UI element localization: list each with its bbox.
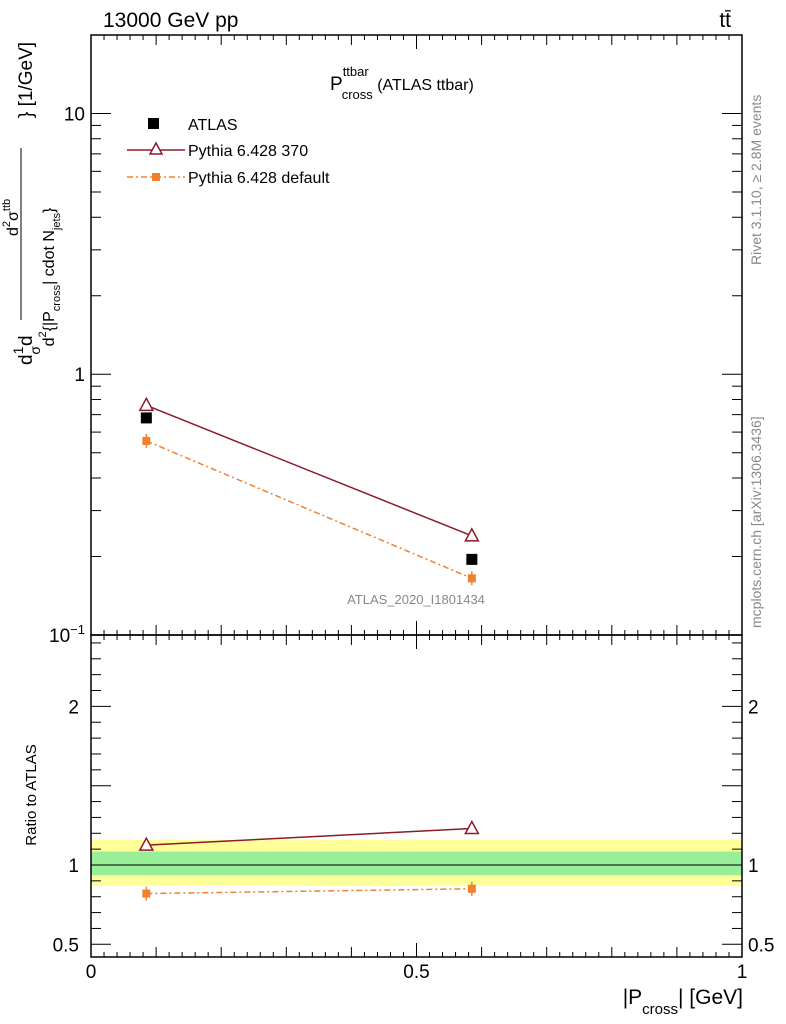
main-series-atlas-point-0 — [140, 412, 152, 424]
ratio-series-pythia-6-428-default-point-0 — [142, 889, 151, 898]
xlabel-main: |P — [623, 986, 642, 1009]
ylabel-d: d — [16, 354, 37, 365]
main-y-tick-label: 10 — [64, 104, 85, 125]
main-series-pythia-6-428-370-line — [146, 404, 473, 537]
ylabel-den-sup: 2 — [37, 331, 49, 337]
process-label: tt̄ — [719, 9, 731, 32]
ylabel-unit: } [1/GeV] — [16, 42, 37, 118]
ratio-y-tick-label-right: 2 — [748, 697, 759, 718]
ratio-series-pythia-6-428-default-line — [146, 888, 472, 895]
title-main: P — [330, 74, 343, 95]
ratio-axis-ticks: 0.5 0.51 12 20 0.5 1 — [53, 635, 774, 983]
main-series-pythia-6-428-default-line — [146, 440, 473, 579]
ratio-uncertainty-bands — [91, 839, 742, 886]
ratio-band-1 — [91, 851, 742, 876]
legend-marker-atlas — [148, 118, 159, 129]
main-y-axis-label: d1σd d2{|Pcross| cdot Njets} — [10, 207, 63, 365]
tick-exponent: −1 — [70, 622, 85, 637]
rivet-version-label: Rivet 3.1.10, ≥ 2.8M events — [748, 95, 764, 265]
legend-marker-pythia-default — [152, 173, 160, 181]
main-series-pythia-6-428-370-point-1 — [464, 527, 480, 542]
ylabel-numerator: d2σttb — [1, 199, 22, 236]
xlabel-unit: | [GeV] — [678, 986, 743, 1009]
xlabel-sub: cross — [642, 1001, 678, 1018]
ratio-data-series — [138, 819, 480, 901]
main-series-pythia-6-428-default-point-0 — [142, 436, 151, 445]
ratio-series-pythia-6-428-370-point-1 — [464, 819, 480, 835]
legend-marker-pythia-370 — [148, 141, 164, 155]
collision-energy-label: 13000 GeV pp — [103, 9, 238, 32]
legend-label-pythia-370: Pythia 6.428 370 — [188, 143, 308, 160]
ylabel-frac1-num: 1 — [10, 346, 26, 354]
legend-label-atlas: ATLAS — [188, 117, 238, 134]
ylabel-num-d: d — [5, 227, 22, 236]
main-y-tick-label: 1 — [74, 365, 85, 386]
legend-label-pythia-default: Pythia 6.428 default — [188, 170, 330, 187]
ratio-y-tick-label: 2 — [68, 697, 79, 718]
ylabel-den-sub: cross — [51, 284, 63, 311]
ylabel-den-mid: | cdot N — [41, 230, 58, 285]
ylabel-frac1-den: σ — [27, 346, 43, 355]
ylabel-num-sigma-sup: ttb — [1, 199, 13, 211]
tick-base: 10 — [49, 626, 70, 647]
x-axis-label: |Pcross| [GeV] — [623, 986, 743, 1018]
main-series-pythia-6-428-370-point-0 — [138, 396, 155, 412]
ratio-y-tick-label-right: 0.5 — [748, 935, 774, 956]
legend: ATLAS Pythia 6.428 370 Pythia 6.428 defa… — [127, 117, 330, 187]
ylabel-frac2-num: d — [16, 335, 37, 346]
mcplots-source-label: mcplots.cern.ch [arXiv:1306.3436] — [748, 416, 764, 628]
ylabel-num-sigma: σ — [5, 211, 22, 221]
x-tick-label: 0 — [86, 962, 97, 983]
title-rest: (ATLAS ttbar) — [373, 77, 474, 94]
main-plot-title: Pttbar cross (ATLAS ttbar) — [330, 64, 474, 102]
ylabel-den-body: {|P — [41, 311, 58, 331]
ylabel-num-sup: 2 — [1, 221, 13, 227]
title-superscript: ttbar — [343, 64, 370, 79]
ratio-series-pythia-6-428-370-point-0 — [138, 836, 155, 851]
ratio-series-pythia-6-428-370-line — [146, 827, 472, 846]
x-tick-label: 1 — [737, 962, 748, 983]
ylabel-den-sub2: jets — [51, 212, 63, 231]
ratio-y-tick-label: 0.5 — [53, 935, 79, 956]
analysis-watermark: ATLAS_2020_I1801434 — [347, 592, 485, 607]
main-series-pythia-6-428-default-point-1 — [467, 574, 476, 583]
ratio-y-axis-label: Ratio to ATLAS — [23, 744, 40, 845]
ratio-y-tick-label-right: 1 — [748, 856, 759, 877]
ratio-y-tick-label: 1 — [68, 856, 79, 877]
ylabel-den-close: } — [41, 207, 58, 213]
main-y-tick-label: 10−1 — [49, 622, 85, 647]
ratio-series-pythia-6-428-default-point-1 — [467, 884, 476, 893]
ylabel-den-d: d — [41, 338, 58, 347]
ratio-plot-frame — [90, 634, 743, 958]
main-data-series — [138, 396, 480, 586]
main-series-atlas-point-1 — [466, 553, 478, 565]
x-tick-label: 0.5 — [403, 962, 429, 983]
process-label-tbar: t̄ — [725, 9, 731, 32]
title-subscript: cross — [342, 87, 374, 102]
